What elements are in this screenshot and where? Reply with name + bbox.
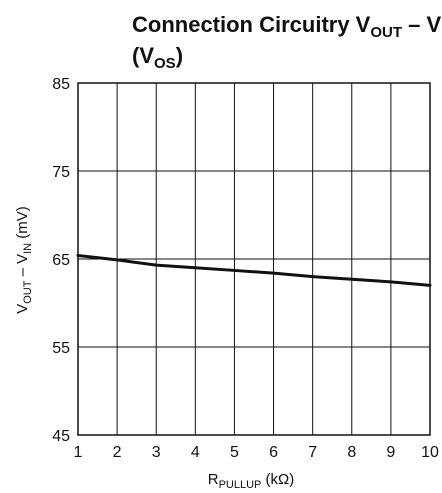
x-tick-label: 10 [421,444,439,461]
x-tick-label: 1 [74,444,83,461]
ylabel-v-text: V [14,304,31,314]
y-tick-label: 75 [52,164,70,181]
y-tick-label: 45 [52,428,70,445]
x-tick-label: 5 [230,444,239,461]
grid-lines [77,82,431,436]
xlabel-r-text: R [208,471,219,488]
y-tick-label: 55 [52,340,70,357]
x-tick-label: 7 [308,444,317,461]
y-axis-label: VOUT – VIN (mV) [14,206,34,314]
x-tick-label: 8 [347,444,356,461]
x-tick-label: 2 [113,444,122,461]
title-open-paren-text: (V [132,43,154,68]
title-subscript-out: OUT [370,24,402,41]
ylabel-unit-text: (mV) [14,206,31,243]
chart-title-line1: Connection Circuitry VOUT – VIN [132,12,442,41]
chart-title-line2: (VOS) [132,43,183,72]
y-tick-label: 85 [52,76,70,93]
ylabel-minus-v-text: – V [14,254,31,281]
ylabel-subscript-out: OUT [22,280,34,304]
x-tick-label: 9 [386,444,395,461]
xlabel-subscript-pullup: PULLUP [219,479,262,491]
series-line [76,253,432,287]
title-minus-v-text: – V [402,12,441,37]
ylabel-subscript-in: IN [22,243,34,254]
x-tick-label: 3 [152,444,161,461]
plot-frame [77,82,431,436]
xlabel-unit-text: (kΩ) [261,471,294,488]
title-close-paren-text: ) [176,43,183,68]
x-axis-label: RPULLUP (kΩ) [208,471,295,491]
x-tick-label: 4 [191,444,200,461]
title-main-text: Connection Circuitry V [132,12,371,37]
title-subscript-os: OS [154,55,176,72]
x-tick-label: 6 [269,444,278,461]
y-tick-label: 65 [52,252,70,269]
